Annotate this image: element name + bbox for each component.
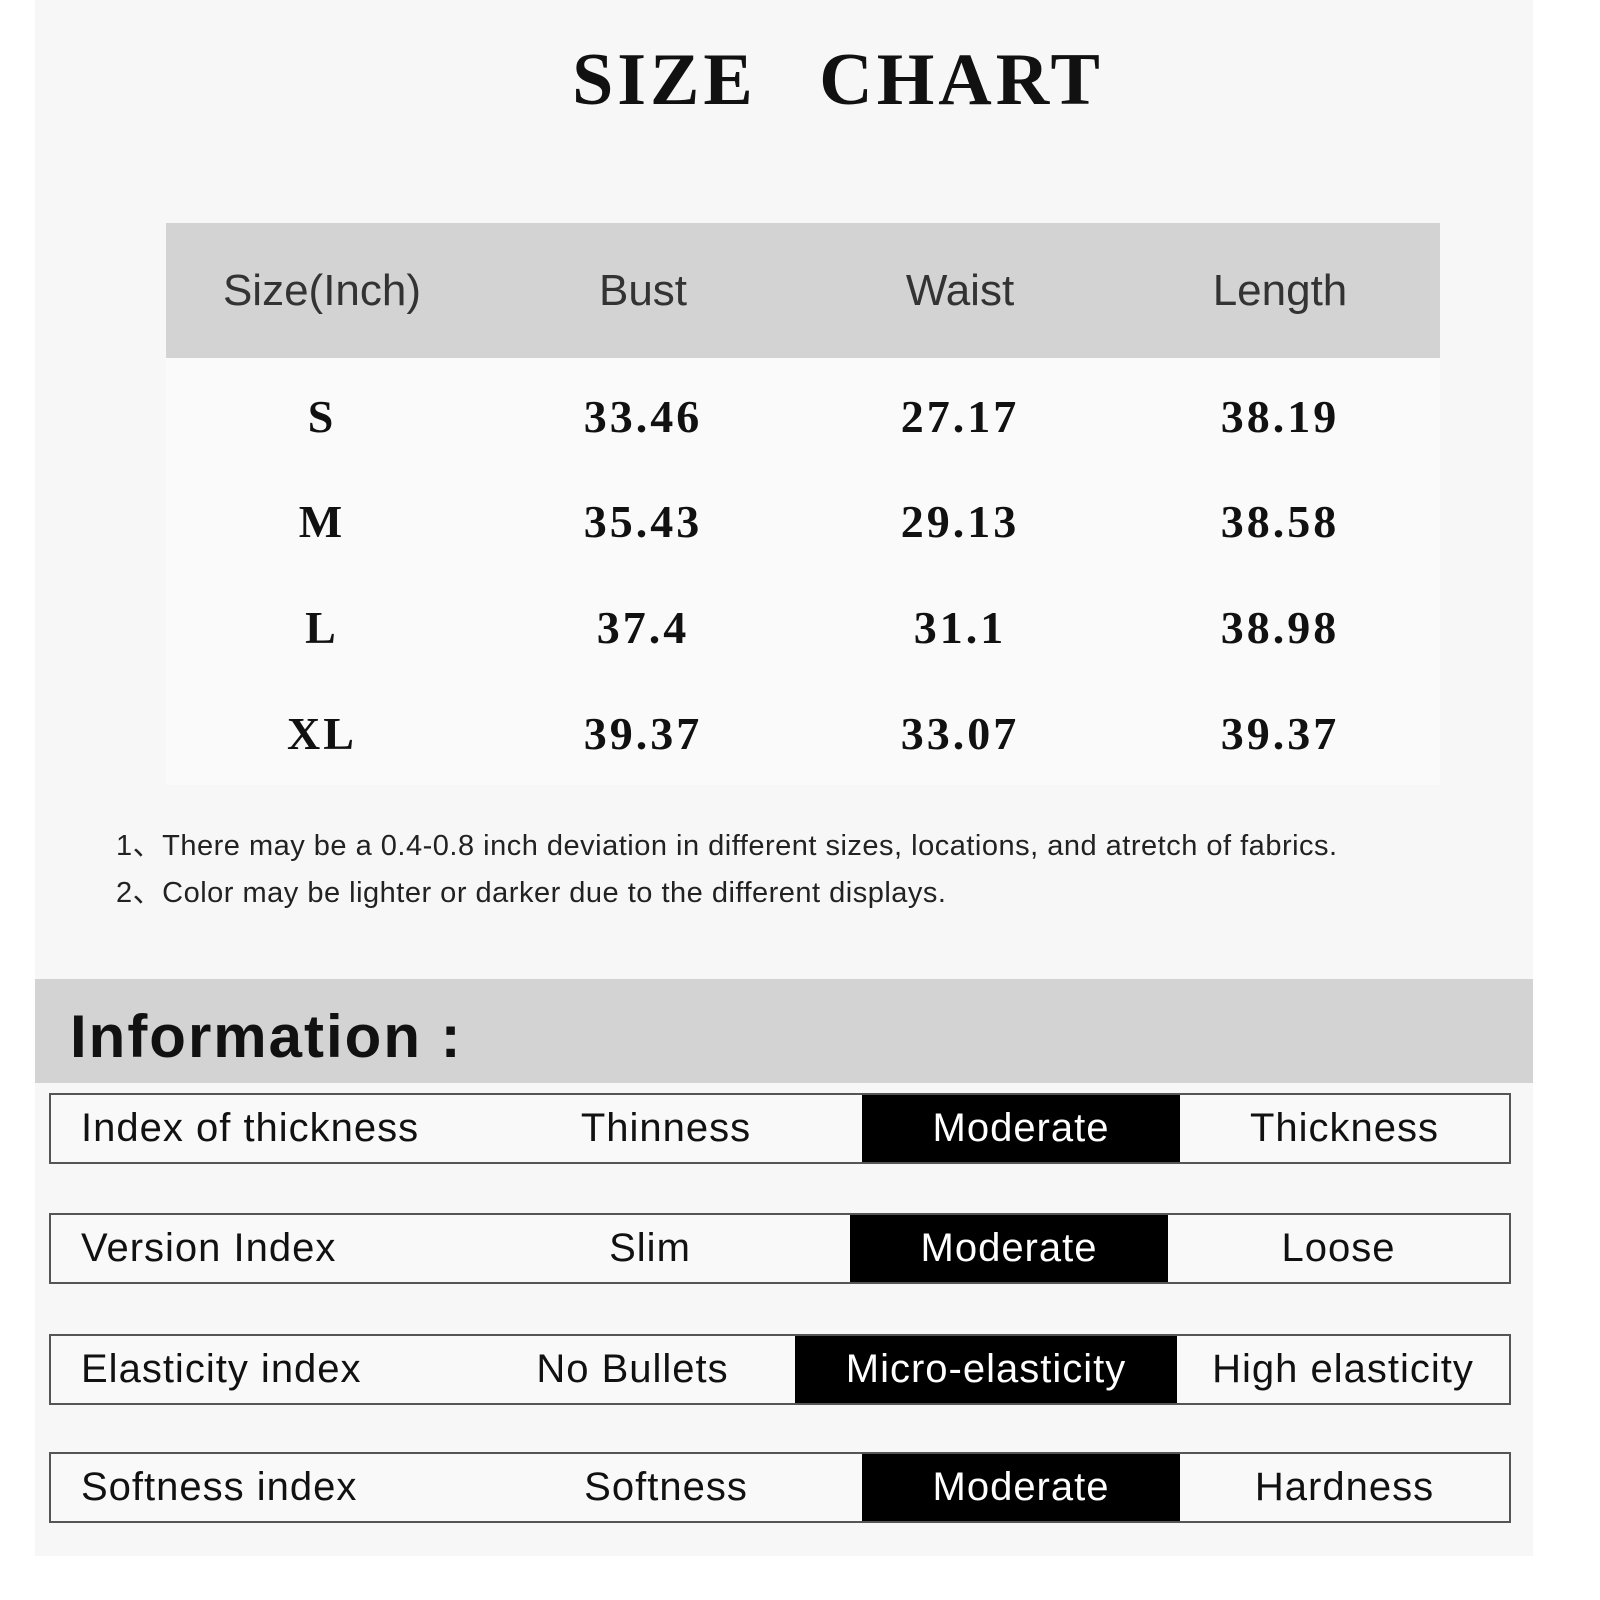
column-header: Bust bbox=[598, 266, 688, 315]
info-option: High elasticity bbox=[1212, 1347, 1474, 1391]
size-cell: L bbox=[305, 602, 339, 653]
measurement-cell: 33.46 bbox=[583, 391, 703, 442]
measurement-cell: 37.4 bbox=[596, 602, 690, 653]
info-option: No Bullets bbox=[536, 1347, 729, 1391]
measurement-cell: 38.19 bbox=[1220, 391, 1340, 442]
info-row-label: Version Index bbox=[81, 1226, 337, 1270]
info-option: Softness bbox=[584, 1465, 748, 1509]
info-row: Elasticity index No Bullets Micro-elastici… bbox=[49, 1334, 1511, 1405]
info-option-selected: Moderate bbox=[850, 1215, 1168, 1282]
column-header: Waist bbox=[905, 266, 1015, 315]
info-row-label: Softness index bbox=[81, 1465, 358, 1509]
information-header bbox=[35, 979, 1533, 1083]
info-row: Version Index Slim Moderate Loose bbox=[49, 1213, 1511, 1284]
info-option-selected: Micro-elasticity bbox=[795, 1336, 1177, 1403]
measurement-cell: 39.37 bbox=[583, 708, 703, 759]
info-option-selected: Moderate bbox=[862, 1095, 1180, 1162]
information-title: Information : bbox=[70, 1003, 463, 1070]
measurement-cell: 27.17 bbox=[900, 391, 1020, 442]
info-row-label: Elasticity index bbox=[81, 1347, 362, 1391]
size-cell: M bbox=[298, 496, 346, 547]
info-option: Loose bbox=[1281, 1226, 1396, 1270]
info-row: Index of thickness Thinness Moderate Thickn… bbox=[49, 1093, 1511, 1164]
measurement-cell: 38.58 bbox=[1220, 496, 1340, 547]
info-option: Hardness bbox=[1254, 1465, 1435, 1509]
page-title: SIZE CHART bbox=[572, 39, 1104, 121]
measurement-cell: 38.98 bbox=[1220, 602, 1340, 653]
info-option: Thickness bbox=[1249, 1106, 1440, 1150]
measurement-cell: 39.37 bbox=[1220, 708, 1340, 759]
info-option-selected: Moderate bbox=[862, 1454, 1180, 1521]
measurement-cell: 33.07 bbox=[900, 708, 1020, 759]
note-1: 1、There may be a 0.4-0.8 inch deviation … bbox=[116, 830, 1338, 862]
info-row-label: Index of thickness bbox=[81, 1106, 420, 1150]
measurement-cell: 35.43 bbox=[583, 496, 703, 547]
info-option: Thinness bbox=[580, 1106, 752, 1150]
info-option: Slim bbox=[609, 1226, 691, 1270]
measurement-cell: 31.1 bbox=[913, 602, 1007, 653]
table-body bbox=[166, 358, 1440, 785]
table-header bbox=[166, 223, 1440, 358]
column-header: Size(Inch) bbox=[222, 266, 422, 315]
size-cell: XL bbox=[287, 708, 357, 759]
size-cell: S bbox=[307, 391, 337, 442]
column-header: Length bbox=[1212, 266, 1348, 315]
note-2: 2、Color may be lighter or darker due to … bbox=[116, 877, 947, 909]
info-row: Softness index Softness Moderate Hardness bbox=[49, 1452, 1511, 1523]
measurement-cell: 29.13 bbox=[900, 496, 1020, 547]
